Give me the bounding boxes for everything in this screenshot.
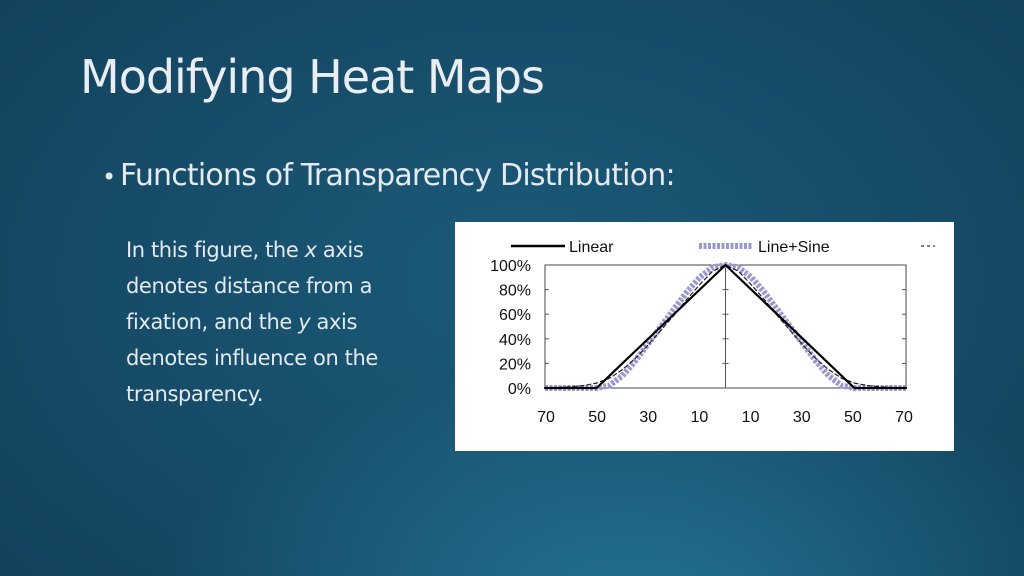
- bullet-dot-icon: •: [102, 163, 116, 191]
- bullet-item: • Functions of Transparency Distribution:: [102, 158, 676, 193]
- y-tick-label-2: 60%: [499, 307, 531, 324]
- legend-label-linear: Linear: [569, 239, 614, 256]
- y-tick-label-0: 100%: [490, 258, 531, 275]
- description-x-variable: x: [304, 238, 317, 262]
- x-tick-label-5: 30: [793, 409, 811, 426]
- series-line-0: [543, 263, 908, 390]
- x-tick-label-6: 50: [844, 409, 862, 426]
- legend-label-line-sine: Line+Sine: [758, 239, 830, 256]
- transparency-chart: 100% 80% 60% 40% 20% 0% 70 50 30 10 10 30 50 70 Linear…: [455, 222, 954, 451]
- y-tick-label-5: 0%: [508, 381, 531, 398]
- chart-canvas: 100% 80% 60% 40% 20% 0% 70 50 30 10 10 30 50 70 Linear…: [490, 239, 935, 426]
- x-tick-label-0: 70: [537, 409, 555, 426]
- x-tick-label-7: 70: [895, 409, 913, 426]
- x-tick-label-4: 10: [742, 409, 760, 426]
- x-tick-label-3: 10: [691, 409, 709, 426]
- bullet-text: Functions of Transparency Distribution:: [120, 158, 676, 193]
- slide-title: Modifying Heat Maps: [80, 50, 545, 104]
- x-tick-label-2: 30: [639, 409, 657, 426]
- y-tick-label-1: 80%: [499, 283, 531, 300]
- description-part-3: axis denotes influence on the transparen…: [126, 310, 378, 406]
- y-tick-label-4: 20%: [499, 356, 531, 373]
- x-tick-label-1: 50: [588, 409, 606, 426]
- y-tick-label-3: 40%: [499, 332, 531, 349]
- figure-description: In this figure, the x axis denotes dista…: [126, 232, 426, 412]
- description-y-variable: y: [298, 310, 311, 334]
- description-part-1: In this figure, the: [126, 238, 305, 262]
- description-part-2: axis denotes distance from a fixation, a…: [126, 238, 373, 334]
- series-line-2: [544, 264, 907, 389]
